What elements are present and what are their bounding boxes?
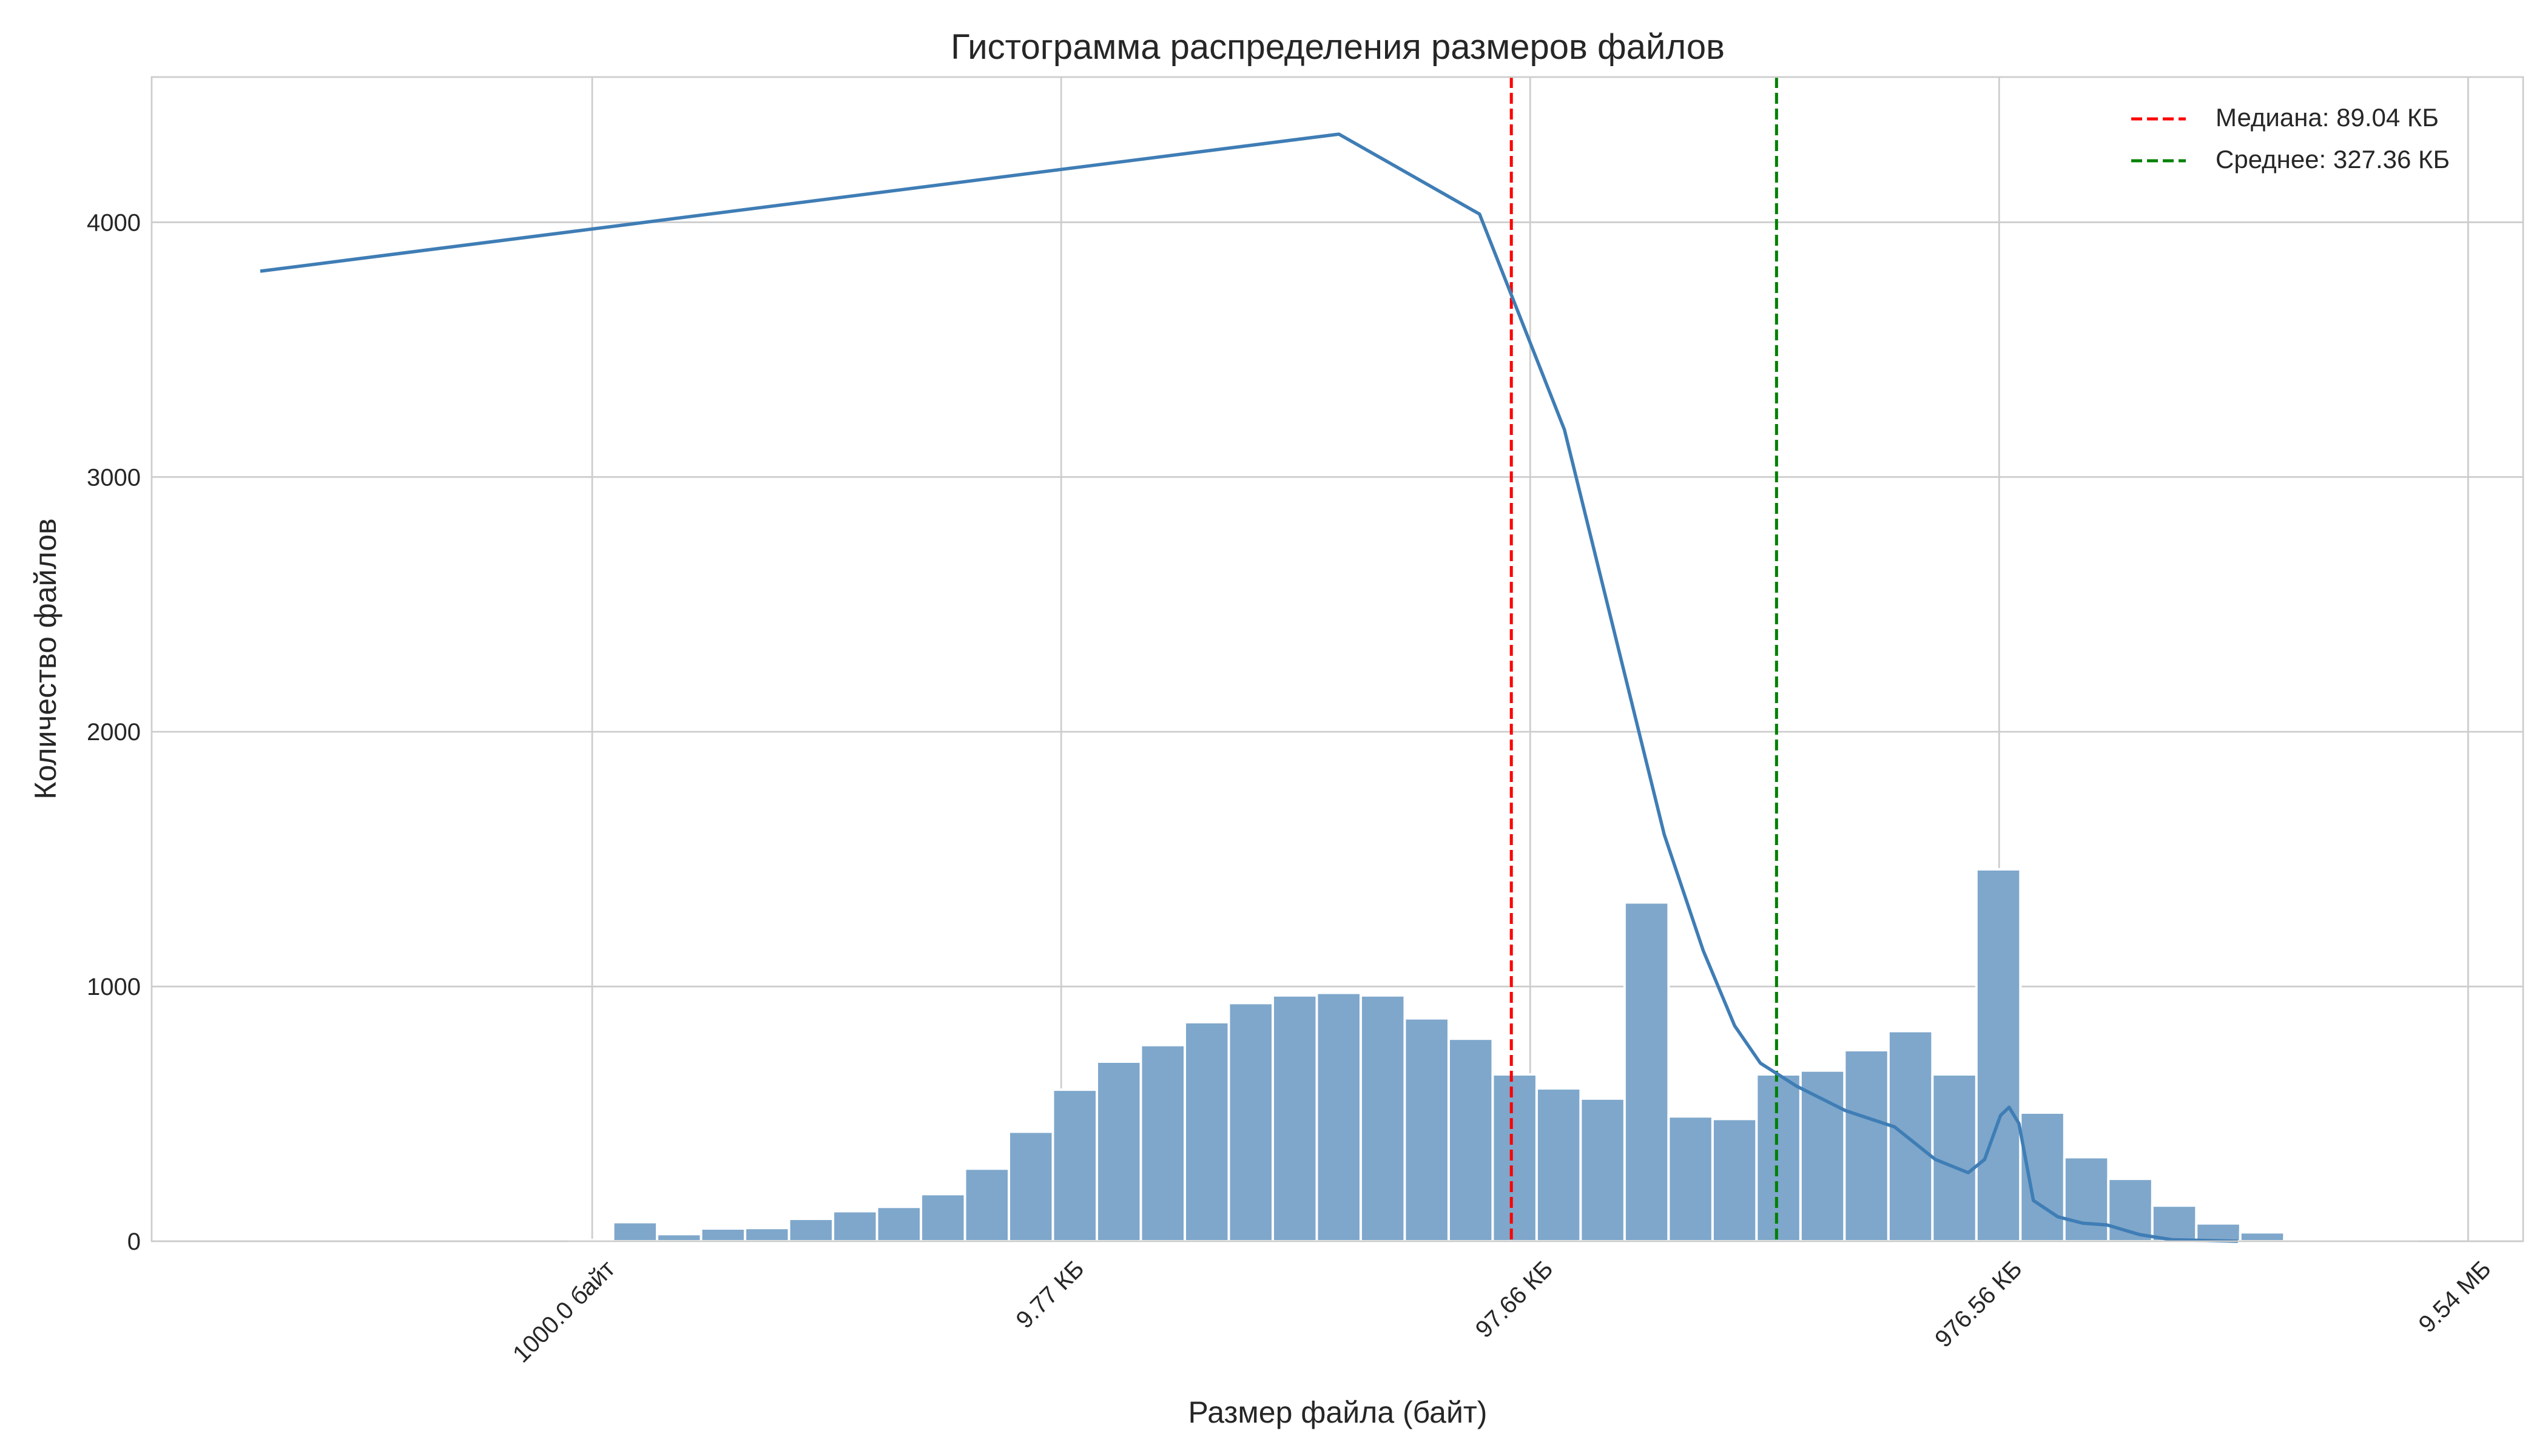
histogram-bar (612, 1221, 659, 1243)
histogram-bar (1447, 1037, 1494, 1242)
histogram-bar (2151, 1204, 2198, 1243)
lines (260, 77, 2238, 1243)
histogram-bar (2063, 1156, 2110, 1242)
legend-median-label: Медиана: 89.04 КБ (2216, 103, 2439, 132)
histogram-bar (832, 1210, 878, 1242)
histogram-bar (1843, 1049, 1890, 1243)
histogram-bar (2239, 1231, 2286, 1243)
histogram-bar (920, 1193, 966, 1242)
histogram-bar (1008, 1130, 1054, 1242)
x-axis-label: Размер файла (байт) (1188, 1395, 1488, 1429)
histogram-bar (744, 1227, 790, 1242)
x-tick-label: 1000.0 байт (508, 1255, 621, 1368)
y-tick-label: 1000 (87, 974, 141, 1000)
y-tick-label: 3000 (87, 464, 141, 491)
histogram-bar (1887, 1030, 1934, 1243)
histogram-bar (1096, 1060, 1142, 1242)
histogram-bar (1315, 991, 1362, 1242)
y-axis-label: Количество файлов (29, 518, 62, 799)
legend-mean-label: Среднее: 327.36 КБ (2216, 145, 2450, 174)
histogram-bar (1227, 1002, 1274, 1242)
histogram-bar (1491, 1073, 1538, 1242)
histogram-bar (1931, 1073, 1978, 1242)
x-tick-label: 97.66 КБ (1471, 1255, 1559, 1343)
histogram-bar (699, 1227, 747, 1243)
histogram-bar (1535, 1087, 1582, 1242)
histogram-bar (1271, 994, 1318, 1242)
histogram-bar (1139, 1043, 1187, 1242)
histogram-bar (1359, 994, 1406, 1242)
kde-line (260, 132, 2238, 1243)
y-tick-label: 2000 (87, 719, 141, 746)
histogram-bar (1051, 1088, 1099, 1243)
x-tick-label: 9.77 КБ (1011, 1255, 1089, 1333)
histogram-bar (787, 1218, 835, 1243)
histogram-bars (568, 868, 2418, 1243)
histogram-bar (1623, 901, 1670, 1242)
histogram-bar (1667, 1115, 1714, 1243)
histogram-bar (2019, 1111, 2066, 1243)
histogram-bar (1403, 1017, 1450, 1242)
x-tick-label: 976.56 КБ (1930, 1255, 2027, 1353)
histogram-bar (1755, 1073, 1802, 1242)
legend: Медиана: 89.04 КБ Среднее: 327.36 КБ (2131, 103, 2450, 174)
histogram-bar (1579, 1097, 1626, 1242)
histogram-bar (875, 1205, 923, 1242)
histogram-bar (656, 1233, 703, 1242)
histogram-bar (2195, 1222, 2242, 1242)
histogram-bar (963, 1167, 1011, 1243)
histogram-bar (1975, 868, 2022, 1242)
histogram-bar (1711, 1117, 1758, 1242)
chart-title: Гистограмма распределения размеров файло… (951, 27, 1725, 67)
x-tick-label: 9.54 МБ (2414, 1255, 2496, 1338)
y-tick-label: 0 (127, 1228, 141, 1255)
histogram-bar (1799, 1069, 1846, 1243)
y-tick-label: 4000 (87, 209, 141, 236)
plot-frame (150, 76, 2524, 1242)
histogram-bar (1184, 1020, 1230, 1242)
